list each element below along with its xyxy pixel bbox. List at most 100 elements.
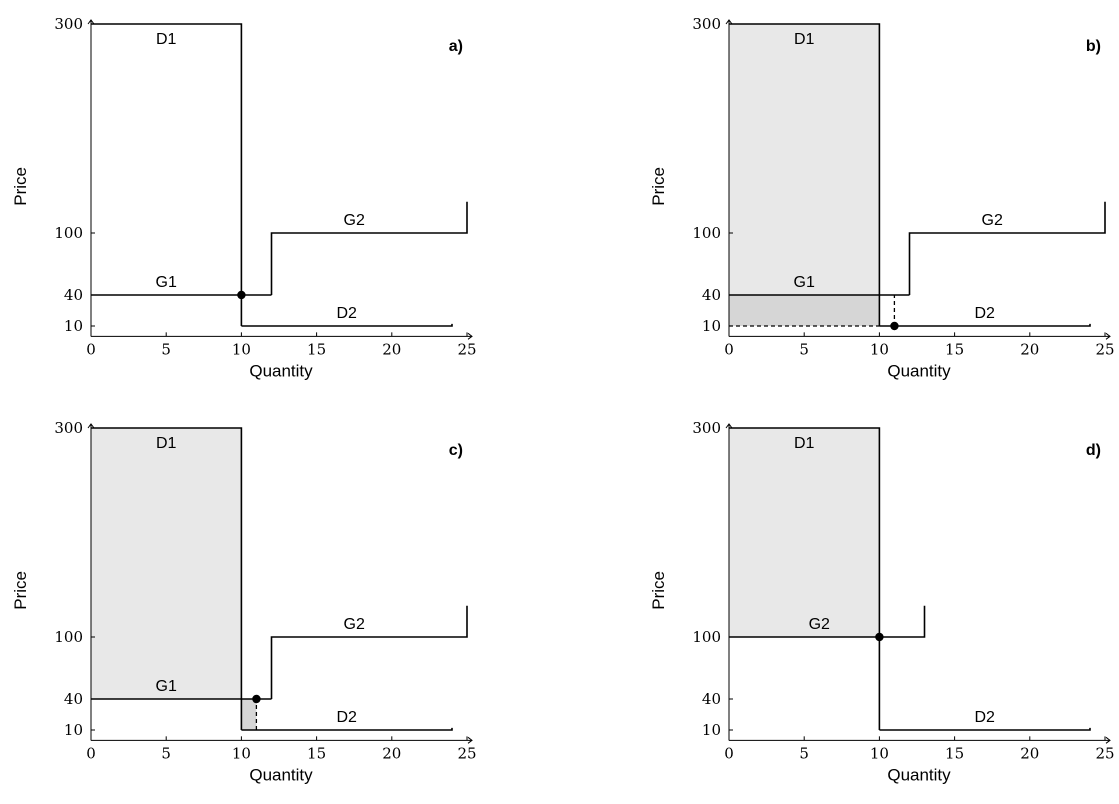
y-tick-label-b: 100: [692, 224, 721, 242]
x-tick-label-c: 5: [161, 744, 171, 762]
x-axis-title-a: Quantity: [249, 361, 313, 380]
chart-c-svg: 0 5 10 15 20 25 10 40 100 300 D1 D2 G1 G2 Quantity Pric…: [11, 419, 477, 784]
x-axis-title-b: Quantity: [887, 361, 951, 380]
series-label-g1-b: G1: [794, 274, 815, 291]
x-tick-label-d: 15: [945, 744, 964, 762]
x-axis-arrow-b: [1105, 332, 1111, 340]
shaded-region-c-1: [241, 699, 257, 730]
panel-label-c: c): [449, 442, 463, 459]
chart-panel-b: 0 5 10 15 20 25 10 40 100 300 D1 D2 G1 G2 Quantity Pric…: [638, 0, 1119, 400]
y-tick-label-d: 300: [692, 419, 721, 437]
x-axis-title-c: Quantity: [249, 765, 313, 784]
x-tick-label-b: 10: [870, 340, 889, 358]
series-line-g2-a: [270, 201, 468, 295]
x-tick-label-a: 15: [307, 340, 326, 358]
panel-label-a: a): [449, 38, 463, 55]
series-label-d2-a: D2: [336, 305, 357, 322]
series-line-g2-b: [908, 201, 1106, 295]
series-line-d1-d: [729, 427, 881, 730]
series-label-g2-d: G2: [809, 616, 830, 633]
chart-panel-c: 0 5 10 15 20 25 10 40 100 300 D1 D2 G1 G2 Quantity Pric…: [0, 404, 540, 804]
x-tick-label-a: 5: [161, 340, 171, 358]
chart-a-svg: 0 5 10 15 20 25 10 40 100 300 D1 D2 G1 G2 Quantity Pric…: [11, 15, 477, 380]
y-tick-label-c: 100: [54, 628, 83, 646]
series-line-d2-a: [241, 323, 453, 327]
equilibrium-point-b: [890, 321, 899, 331]
x-tick-label-b: 15: [945, 340, 964, 358]
series-line-g2-d: [729, 605, 926, 638]
series-line-d2-c: [241, 727, 453, 731]
y-tick-label-a: 10: [64, 317, 83, 335]
y-tick-label-a: 300: [54, 15, 83, 33]
panel-label-d: d): [1086, 442, 1101, 459]
series-line-d2-b: [879, 323, 1091, 327]
x-tick-label-d: 5: [799, 744, 809, 762]
series-label-g2-b: G2: [982, 212, 1003, 229]
shaded-region-c-0: [91, 428, 242, 699]
x-axis-arrow-c: [467, 736, 473, 744]
x-tick-label-c: 15: [307, 744, 326, 762]
series-line-d2-d: [879, 727, 1091, 731]
x-tick-label-c: 20: [382, 744, 401, 762]
series-label-d1-a: D1: [156, 31, 177, 48]
x-tick-label-b: 0: [724, 340, 734, 358]
y-tick-label-b: 10: [702, 317, 721, 335]
y-tick-label-b: 300: [692, 15, 721, 33]
x-tick-label-b: 20: [1020, 340, 1039, 358]
x-tick-label-d: 10: [870, 744, 889, 762]
x-tick-label-a: 25: [457, 340, 476, 358]
x-tick-label-c: 25: [457, 744, 476, 762]
equilibrium-point-c: [252, 694, 261, 704]
x-tick-label-d: 20: [1020, 744, 1039, 762]
y-axis-title-b: Price: [649, 167, 668, 206]
x-axis-title-d: Quantity: [887, 765, 951, 784]
y-axis-arrow-c: [87, 423, 95, 429]
y-tick-label-b: 40: [702, 286, 721, 304]
x-tick-label-c: 0: [86, 744, 96, 762]
x-tick-label-a: 0: [86, 340, 96, 358]
series-label-g1-a: G1: [156, 274, 177, 291]
y-axis-arrow-a: [87, 19, 95, 25]
series-label-d2-b: D2: [974, 305, 995, 322]
equilibrium-point-d: [875, 632, 884, 642]
chart-panel-d: 0 5 10 15 20 25 10 40 100 300 D1 D2 G2 Quantity Price d…: [638, 404, 1119, 804]
y-axis-title-a: Price: [11, 167, 30, 206]
y-axis-arrow-b: [725, 19, 733, 25]
series-label-g2-c: G2: [344, 616, 365, 633]
chart-b-svg: 0 5 10 15 20 25 10 40 100 300 D1 D2 G1 G2 Quantity Pric…: [649, 15, 1115, 380]
y-axis-title-d: Price: [649, 571, 668, 610]
x-tick-label-b: 25: [1095, 340, 1114, 358]
series-line-d1-a: [91, 23, 243, 326]
series-label-d1-c: D1: [156, 435, 177, 452]
series-label-d2-c: D2: [336, 709, 357, 726]
y-tick-label-d: 100: [692, 628, 721, 646]
y-tick-label-c: 300: [54, 419, 83, 437]
shaded-region-d-0: [729, 428, 880, 637]
x-tick-label-a: 10: [232, 340, 251, 358]
equilibrium-point-a: [237, 290, 246, 300]
series-line-g2-c: [270, 605, 468, 699]
x-tick-label-d: 0: [724, 744, 734, 762]
y-axis-arrow-d: [725, 423, 733, 429]
y-axis-title-c: Price: [11, 571, 30, 610]
x-tick-label-c: 10: [232, 744, 251, 762]
series-line-d1-c: [91, 427, 243, 730]
shaded-region-b-1: [729, 295, 880, 326]
x-tick-label-d: 25: [1095, 744, 1114, 762]
series-line-d1-b: [729, 23, 881, 326]
x-tick-label-a: 20: [382, 340, 401, 358]
x-tick-label-b: 5: [799, 340, 809, 358]
x-axis-arrow-a: [467, 332, 473, 340]
y-tick-label-d: 10: [702, 721, 721, 739]
x-axis-arrow-d: [1105, 736, 1111, 744]
y-tick-label-a: 40: [64, 286, 83, 304]
series-label-d2-d: D2: [974, 709, 995, 726]
series-label-g2-a: G2: [344, 212, 365, 229]
y-tick-label-c: 10: [64, 721, 83, 739]
shaded-region-b-0: [729, 24, 880, 295]
series-label-g1-c: G1: [156, 678, 177, 695]
series-label-d1-b: D1: [794, 31, 815, 48]
chart-d-svg: 0 5 10 15 20 25 10 40 100 300 D1 D2 G2 Quantity Price d…: [649, 419, 1115, 784]
panel-label-b: b): [1086, 38, 1101, 55]
